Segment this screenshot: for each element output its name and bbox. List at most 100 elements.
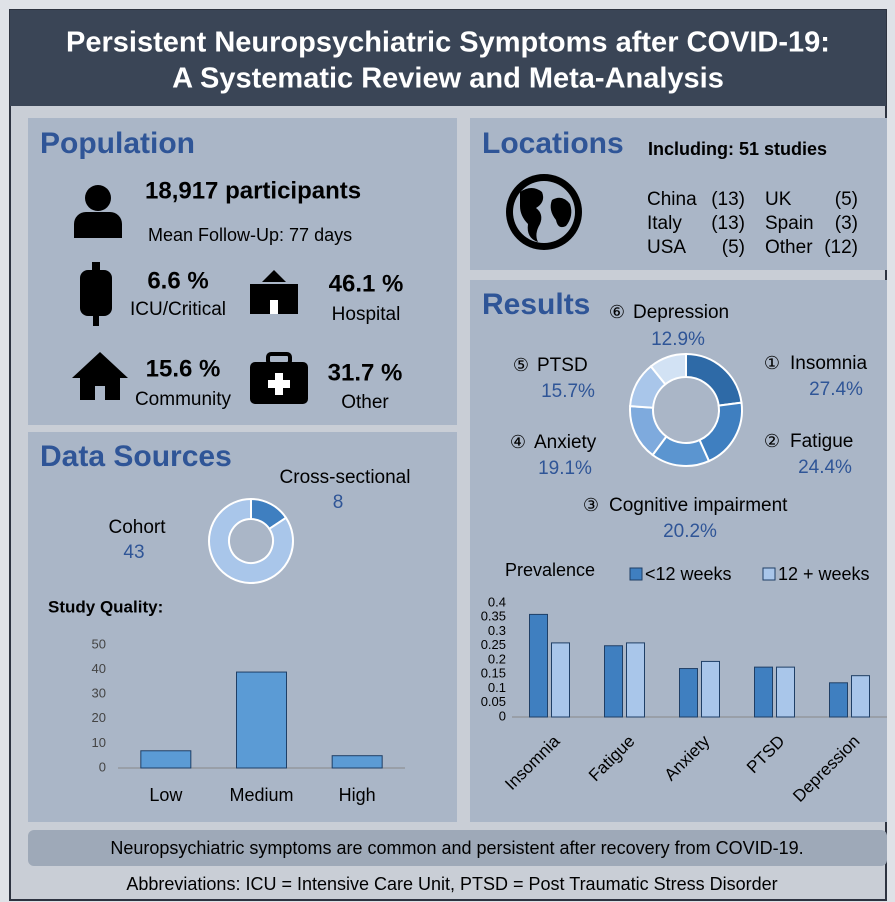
value-label: 20.2%: [663, 521, 717, 542]
symptom-label: Insomnia: [790, 353, 868, 374]
bar: [679, 668, 698, 718]
country-name: China: [647, 189, 697, 210]
value-label: 43: [123, 542, 144, 563]
chart-title: Prevalence: [505, 560, 595, 580]
marker: ①: [764, 353, 780, 373]
bar: [551, 642, 570, 718]
section-heading: Locations: [482, 127, 624, 160]
hospital-icon: [250, 270, 298, 314]
y-tick-label: 0.15: [481, 666, 506, 681]
title-line: A Systematic Review and Meta-Analysis: [172, 63, 724, 95]
chart-title: Study Quality:: [48, 597, 163, 616]
legend-label: 12 + weeks: [778, 564, 870, 584]
setting-label: Community: [135, 389, 232, 410]
bar: [701, 660, 720, 718]
title-line: Persistent Neuropsychiatric Symptoms aft…: [66, 27, 830, 59]
house-icon: [72, 352, 128, 400]
value-label: 15.7%: [541, 381, 595, 402]
x-tick-label: Low: [149, 785, 183, 805]
globe-icon: [506, 174, 582, 250]
section-heading: Data Sources: [40, 440, 232, 473]
bar: [851, 675, 870, 718]
legend-swatch: [629, 567, 643, 581]
bar: [829, 682, 848, 718]
value-label: 12.9%: [651, 329, 705, 350]
bar: [140, 750, 192, 769]
y-tick-label: 30: [92, 686, 106, 701]
value-label: 27.4%: [809, 379, 863, 400]
setting-value: 6.6 %: [147, 267, 208, 294]
country-name: Spain: [765, 213, 814, 234]
symptom-label: Depression: [633, 302, 729, 323]
country-count: (13): [711, 189, 745, 210]
person-icon: [74, 185, 122, 238]
setting-label: Other: [341, 392, 389, 413]
bar: [529, 613, 548, 718]
bar: [604, 645, 623, 718]
section-heading: Population: [40, 127, 195, 160]
symptom-label: Fatigue: [790, 431, 853, 452]
studies-count: Including: 51 studies: [648, 139, 827, 159]
country-count: (3): [835, 213, 858, 234]
y-tick-label: 0.4: [488, 594, 506, 609]
country-name: Other: [765, 237, 813, 258]
value-label: 19.1%: [538, 458, 592, 479]
bar: [236, 671, 287, 769]
value-label: 8: [333, 492, 344, 513]
y-tick-label: 0: [99, 759, 106, 774]
y-tick-label: 0.05: [481, 694, 506, 709]
setting-value: 31.7 %: [328, 359, 403, 386]
value-label: 24.4%: [798, 457, 852, 478]
country-list: China (13) UK (5) Italy (13) Spain (3) USA (5) Oth…: [647, 189, 858, 258]
follow-up: Mean Follow-Up: 77 days: [148, 225, 352, 245]
marker: ⑥: [609, 302, 625, 322]
setting-label: ICU/Critical: [130, 299, 226, 320]
iv-bag-icon: [80, 262, 112, 326]
symptom-label: Cognitive impairment: [609, 495, 788, 516]
participants: 18,917 participants: [145, 177, 361, 204]
y-tick-label: 40: [92, 661, 106, 676]
country-count: (13): [711, 213, 745, 234]
abbreviations: Abbreviations: ICU = Intensive Care Unit…: [126, 874, 777, 894]
country-count: (5): [835, 189, 858, 210]
setting-value: 15.6 %: [146, 355, 221, 382]
conclusion: Neuropsychiatric symptoms are common and…: [110, 838, 803, 858]
setting-label: Hospital: [332, 304, 401, 325]
setting-value: 46.1 %: [329, 270, 404, 297]
legend-swatch: [762, 567, 776, 581]
country-name: UK: [765, 189, 792, 210]
y-tick-label: 0.3: [488, 623, 506, 638]
source-label: Cross-sectional: [280, 467, 411, 488]
donut-segment: [208, 497, 294, 584]
country-count: (5): [722, 237, 745, 258]
header: [10, 10, 886, 106]
section-heading: Results: [482, 288, 590, 321]
x-tick-label: High: [339, 785, 376, 805]
bar: [776, 666, 795, 718]
y-tick-label: 0: [499, 708, 506, 723]
y-tick-label: 10: [92, 735, 106, 750]
country-name: Italy: [647, 213, 682, 234]
y-tick-label: 0.25: [481, 637, 506, 652]
medkit-icon: [250, 352, 308, 404]
marker: ③: [583, 495, 599, 515]
bar: [626, 642, 645, 718]
y-tick-label: 20: [92, 710, 106, 725]
x-tick-label: Medium: [229, 785, 293, 805]
y-tick-label: 0.1: [488, 680, 506, 695]
symptom-label: PTSD: [537, 355, 588, 376]
conclusion-bar: [28, 830, 887, 866]
marker: ④: [510, 432, 526, 452]
y-tick-label: 50: [92, 636, 106, 651]
bar: [754, 666, 773, 718]
marker: ②: [764, 431, 780, 451]
bar: [331, 755, 383, 769]
country-name: USA: [647, 237, 686, 258]
donut-segment: [649, 352, 687, 386]
y-tick-label: 0.35: [481, 609, 506, 624]
legend-label: <12 weeks: [645, 564, 732, 584]
symptom-label: Anxiety: [534, 432, 597, 453]
source-label: Cohort: [108, 517, 166, 538]
